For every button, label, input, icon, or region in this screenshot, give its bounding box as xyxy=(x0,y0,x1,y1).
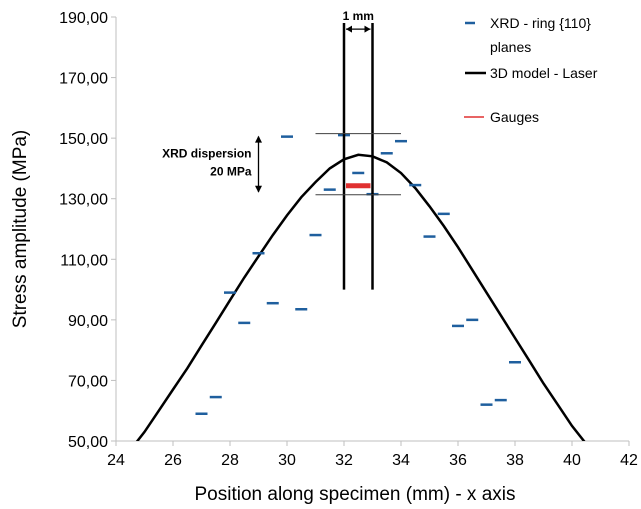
dispersion-label-line1: XRD dispersion xyxy=(162,147,251,161)
model-curve xyxy=(135,153,586,441)
x-tick-label: 32 xyxy=(335,452,353,469)
y-tick-label: 150,00 xyxy=(59,131,108,148)
y-tick-label: 110,00 xyxy=(60,252,108,269)
legend-gauges-label: Gauges xyxy=(490,109,539,125)
y-tick-label: 170,00 xyxy=(59,71,108,88)
x-axis-label: Position along specimen (mm) - x axis xyxy=(195,484,516,505)
gauge-width-arrowhead-right xyxy=(364,25,371,33)
y-tick-label: 90,00 xyxy=(68,313,108,330)
plot-area xyxy=(135,133,586,441)
gauge-width-arrowhead-left xyxy=(346,25,352,33)
x-tick-label: 36 xyxy=(449,452,467,469)
legend-model-label: 3D model - Laser xyxy=(490,65,598,81)
y-tick-label: 190,00 xyxy=(59,10,108,27)
y-tick-label: 130,00 xyxy=(59,192,108,209)
dispersion-arrowhead-bottom xyxy=(255,185,262,193)
x-tick-label: 40 xyxy=(563,452,581,469)
y-tick-label: 50,00 xyxy=(68,434,108,451)
x-tick-label: 24 xyxy=(107,452,125,469)
legend-xrd-label-line1: XRD - ring {110} xyxy=(490,15,591,31)
annotation-layer: 1 mm XRD dispersion 20 MPa xyxy=(162,9,401,290)
legend: XRD - ring {110} planes 3D model - Laser Ga… xyxy=(464,15,598,125)
gauge-width-label: 1 mm xyxy=(343,9,374,23)
x-tick-label: 28 xyxy=(221,452,239,469)
dispersion-label-line2: 20 MPa xyxy=(210,165,252,179)
y-tick-label: 70,00 xyxy=(68,373,108,390)
x-tick-label: 30 xyxy=(278,452,296,469)
legend-xrd-label-line2: planes xyxy=(490,39,531,55)
x-tick-label: 26 xyxy=(164,452,182,469)
axes: 24 26 28 30 32 34 36 38 40 42 50,00 70,00 90,00 110,0… xyxy=(59,10,638,469)
x-tick-label: 34 xyxy=(392,452,410,469)
y-axis-label: Stress amplitude (MPa) xyxy=(10,130,31,329)
x-tick-label: 42 xyxy=(620,452,638,469)
x-tick-label: 38 xyxy=(506,452,524,469)
dispersion-arrowhead-top xyxy=(255,135,262,143)
